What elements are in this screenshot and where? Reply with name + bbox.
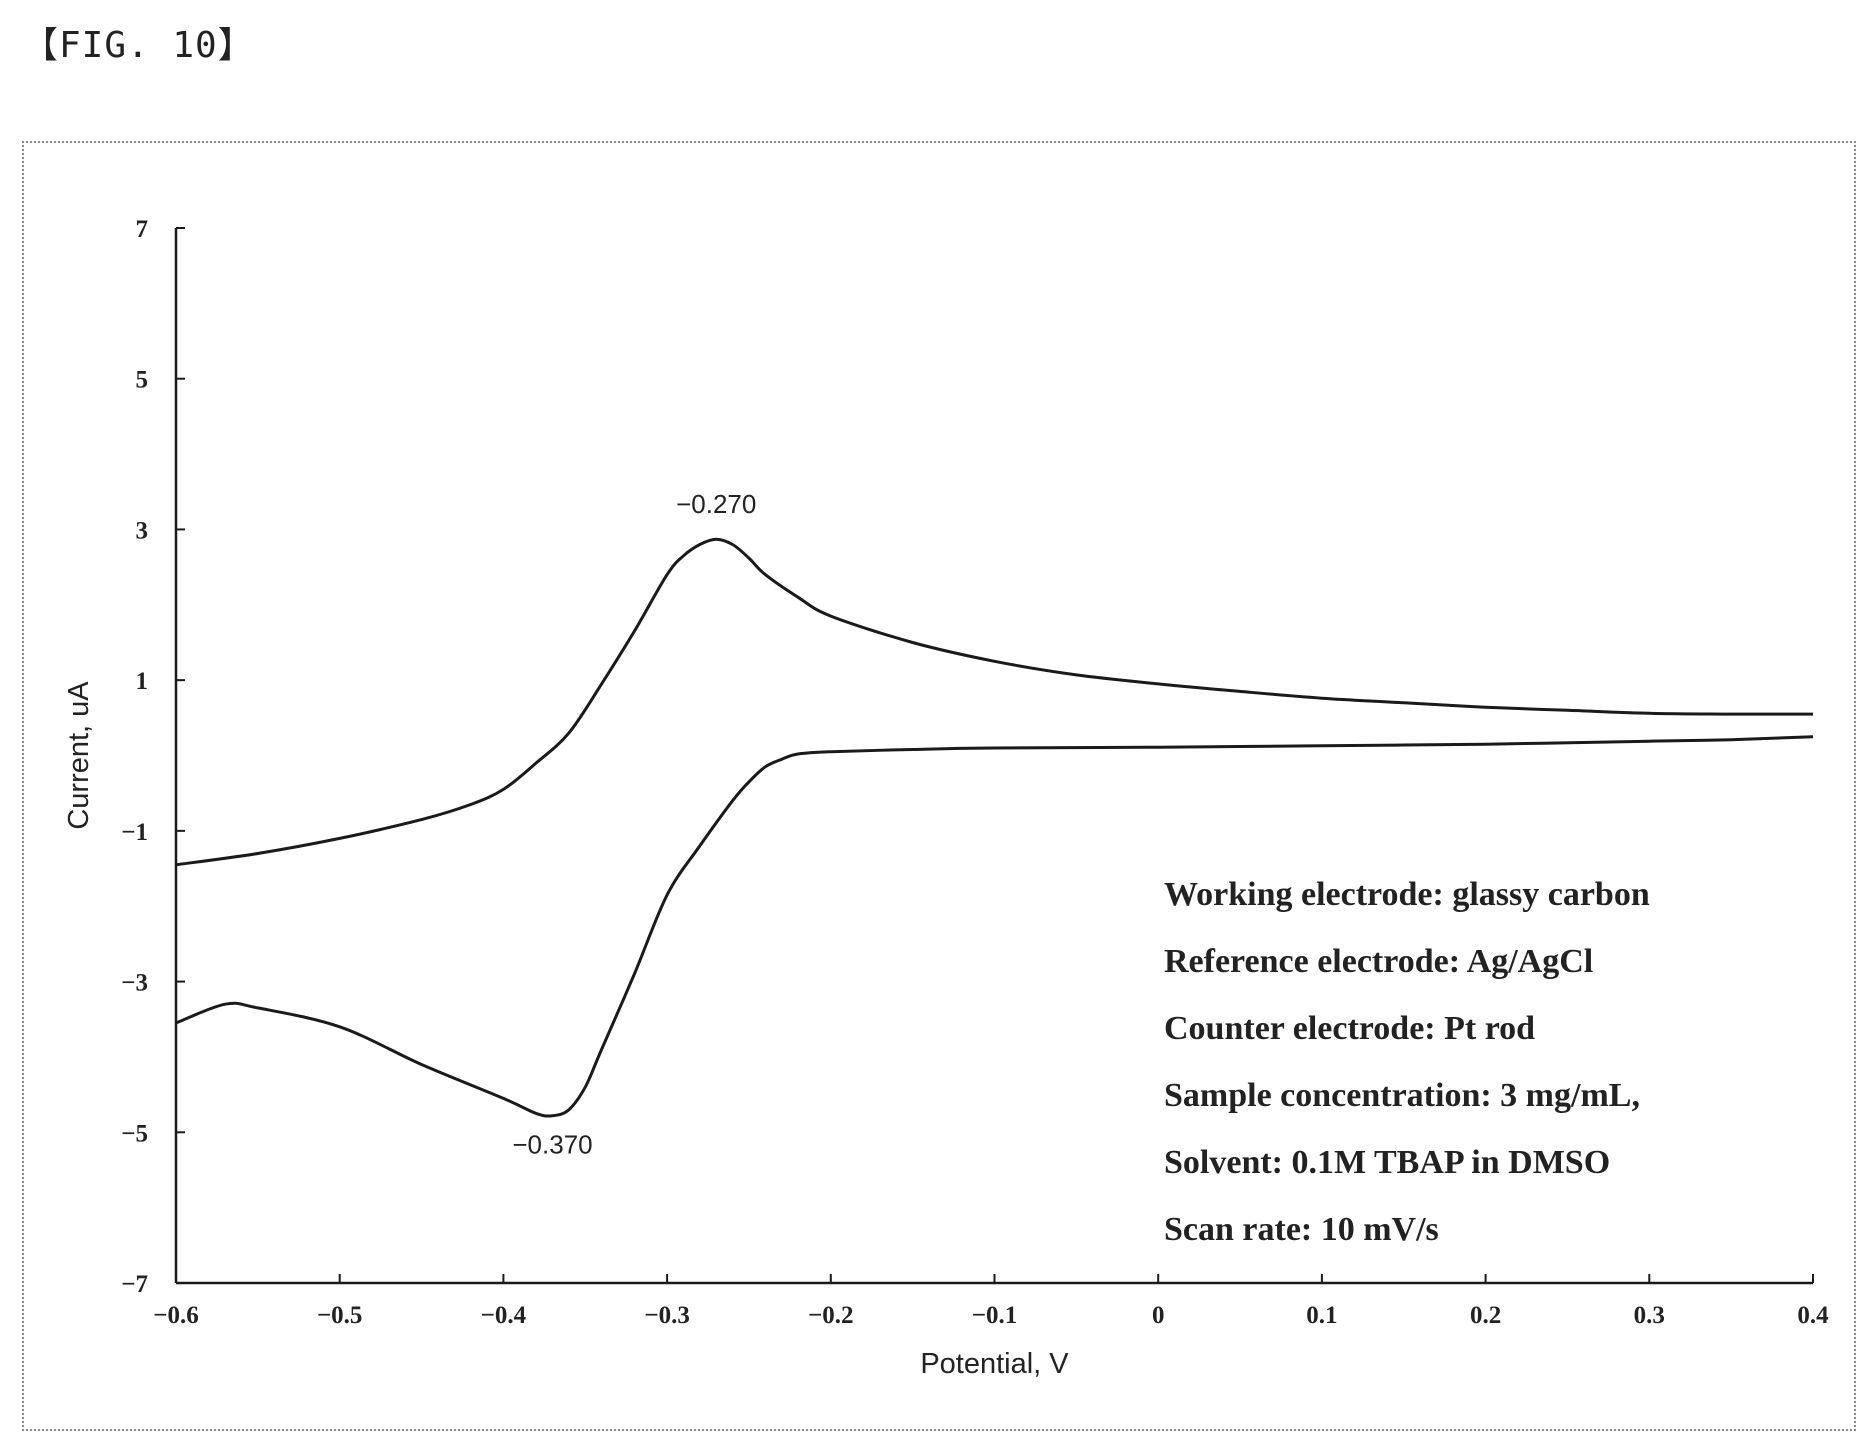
y-axis-title: Current, uA [63, 681, 95, 830]
y-tick-label: −3 [121, 970, 148, 997]
note-sample-concentration: Sample concentration: 3 mg/mL, [1164, 1077, 1640, 1114]
x-tick-label: 0 [1152, 1302, 1165, 1329]
series-group [175, 537, 1814, 1118]
y-tick-label: 3 [136, 517, 149, 544]
y-ticks: 7 5 3 1 −1 −3 −5 −7 [121, 216, 185, 1298]
series-line-anodic [175, 537, 1814, 867]
note-counter-electrode: Counter electrode: Pt rod [1164, 1010, 1535, 1047]
peak-label: −0.370 [512, 1130, 592, 1160]
y-tick-label: 1 [136, 668, 149, 695]
x-tick-label: −0.5 [317, 1302, 363, 1329]
y-tick-label: −5 [121, 1120, 148, 1147]
y-tick-label: −7 [121, 1271, 148, 1298]
series-line-cathodic [175, 735, 1814, 1118]
peak-label: −0.270 [676, 489, 756, 519]
peak-annotations: −0.270 −0.370 [512, 489, 756, 1159]
x-tick-label: 0.4 [1797, 1302, 1829, 1329]
x-tick-label: −0.6 [153, 1302, 199, 1329]
x-tick-label: 0.3 [1634, 1302, 1665, 1329]
x-tick-label: −0.3 [644, 1302, 690, 1329]
note-working-electrode: Working electrode: glassy carbon [1164, 876, 1650, 913]
x-tick-label: 0.2 [1470, 1302, 1501, 1329]
x-tick-label: 0.1 [1306, 1302, 1337, 1329]
x-axis-title: Potential, V [920, 1348, 1069, 1380]
y-tick-label: 5 [136, 367, 149, 394]
figure-label: 【FIG. 10】 [22, 25, 255, 66]
note-reference-electrode: Reference electrode: Ag/AgCl [1164, 943, 1593, 980]
axes [174, 228, 1813, 1285]
experiment-notes: Working electrode: glassy carbon Referen… [1164, 876, 1650, 1248]
y-tick-label: −1 [121, 819, 148, 846]
x-tick-label: −0.1 [972, 1302, 1018, 1329]
x-ticks: −0.6 −0.5 −0.4 −0.3 −0.2 −0.1 0 0.1 0.2 0.3 0.4 [153, 1274, 1829, 1329]
x-tick-label: −0.4 [481, 1302, 527, 1329]
note-solvent: Solvent: 0.1M TBAP in DMSO [1164, 1144, 1610, 1181]
note-scan-rate: Scan rate: 10 mV/s [1164, 1211, 1439, 1248]
x-tick-label: −0.2 [808, 1302, 854, 1329]
figure-frame [22, 141, 1856, 1431]
y-tick-label: 7 [136, 216, 149, 243]
